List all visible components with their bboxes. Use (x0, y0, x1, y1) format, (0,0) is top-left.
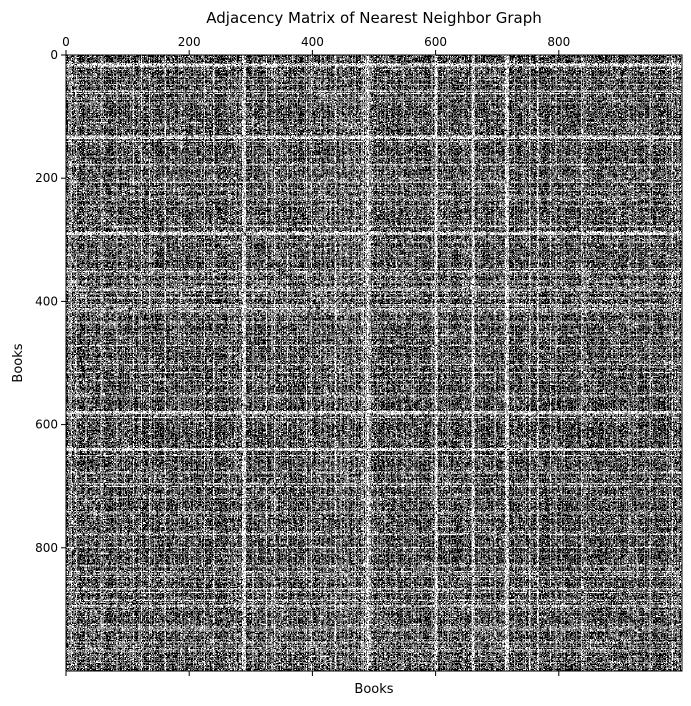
y-tick-label: 0 (50, 48, 58, 62)
y-tick-label: 600 (35, 418, 58, 432)
y-axis-left: 0 200 400 600 800 (35, 48, 66, 555)
x-tick-label: 600 (424, 35, 447, 49)
x-axis-bottom (65, 671, 560, 676)
plot-area (65, 54, 683, 672)
y-tick-label: 400 (35, 294, 58, 308)
adjacency-matrix-image (66, 55, 682, 671)
y-tick-label: 800 (35, 541, 58, 555)
x-axis-label: Books (354, 682, 393, 697)
x-tick-label: 200 (178, 35, 201, 49)
x-axis-top: 0 200 400 600 800 (62, 35, 570, 55)
x-tick-label: 800 (547, 35, 570, 49)
x-tick-label: 400 (301, 35, 324, 49)
y-tick-label: 200 (35, 171, 58, 185)
x-tick-label: 0 (62, 35, 70, 49)
plot-frame (65, 54, 683, 672)
chart-title: Adjacency Matrix of Nearest Neighbor Gra… (206, 9, 541, 27)
y-axis-label: Books (11, 343, 26, 382)
